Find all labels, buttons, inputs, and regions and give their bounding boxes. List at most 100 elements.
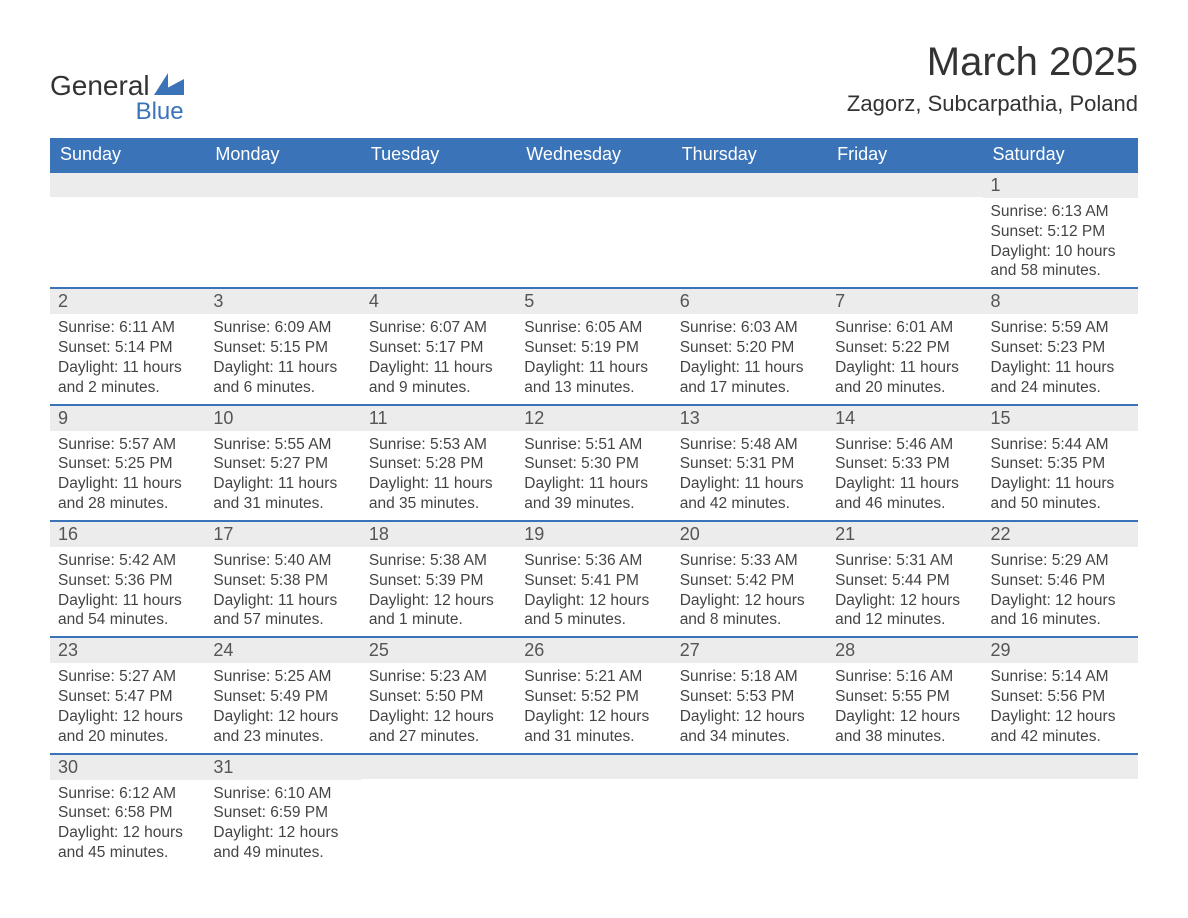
- sunrise-text: Sunrise: 6:12 AM: [58, 784, 197, 804]
- day-body: Sunrise: 5:40 AMSunset: 5:38 PMDaylight:…: [205, 547, 360, 636]
- day-number: 30: [50, 755, 205, 780]
- sunset-text: Sunset: 5:25 PM: [58, 454, 197, 474]
- sunrise-text: Sunrise: 6:11 AM: [58, 318, 197, 338]
- calendar-cell: [983, 754, 1138, 869]
- calendar-cell: 8Sunrise: 5:59 AMSunset: 5:23 PMDaylight…: [983, 288, 1138, 404]
- day-body: [516, 779, 671, 857]
- day-body: Sunrise: 5:48 AMSunset: 5:31 PMDaylight:…: [672, 431, 827, 520]
- calendar-cell: 25Sunrise: 5:23 AMSunset: 5:50 PMDayligh…: [361, 637, 516, 753]
- day-number: [361, 173, 516, 197]
- daylight-text: Daylight: 12 hours and 12 minutes.: [835, 591, 974, 631]
- day-body: [516, 197, 671, 275]
- logo-word-1: General: [50, 70, 150, 102]
- sunset-text: Sunset: 5:56 PM: [991, 687, 1130, 707]
- sunrise-text: Sunrise: 5:25 AM: [213, 667, 352, 687]
- calendar-cell: [516, 754, 671, 869]
- sunset-text: Sunset: 5:55 PM: [835, 687, 974, 707]
- calendar-cell: [672, 172, 827, 288]
- calendar-cell: 7Sunrise: 6:01 AMSunset: 5:22 PMDaylight…: [827, 288, 982, 404]
- day-body: Sunrise: 5:51 AMSunset: 5:30 PMDaylight:…: [516, 431, 671, 520]
- location: Zagorz, Subcarpathia, Poland: [847, 91, 1138, 117]
- day-number: [983, 755, 1138, 779]
- calendar-cell: 27Sunrise: 5:18 AMSunset: 5:53 PMDayligh…: [672, 637, 827, 753]
- day-number: [827, 173, 982, 197]
- calendar-cell: 29Sunrise: 5:14 AMSunset: 5:56 PMDayligh…: [983, 637, 1138, 753]
- daylight-text: Daylight: 10 hours and 58 minutes.: [991, 242, 1130, 282]
- day-number: 3: [205, 289, 360, 314]
- day-number: 21: [827, 522, 982, 547]
- calendar-cell: [361, 172, 516, 288]
- calendar-week: 9Sunrise: 5:57 AMSunset: 5:25 PMDaylight…: [50, 405, 1138, 521]
- daylight-text: Daylight: 11 hours and 46 minutes.: [835, 474, 974, 514]
- sunrise-text: Sunrise: 5:42 AM: [58, 551, 197, 571]
- sunset-text: Sunset: 5:28 PM: [369, 454, 508, 474]
- daylight-text: Daylight: 11 hours and 35 minutes.: [369, 474, 508, 514]
- calendar-cell: 14Sunrise: 5:46 AMSunset: 5:33 PMDayligh…: [827, 405, 982, 521]
- sunset-text: Sunset: 5:23 PM: [991, 338, 1130, 358]
- day-header: Thursday: [672, 138, 827, 172]
- sunrise-text: Sunrise: 5:31 AM: [835, 551, 974, 571]
- day-number: 12: [516, 406, 671, 431]
- calendar-cell: 31Sunrise: 6:10 AMSunset: 6:59 PMDayligh…: [205, 754, 360, 869]
- day-number: 25: [361, 638, 516, 663]
- day-number: 8: [983, 289, 1138, 314]
- daylight-text: Daylight: 12 hours and 20 minutes.: [58, 707, 197, 747]
- sunset-text: Sunset: 5:50 PM: [369, 687, 508, 707]
- sunrise-text: Sunrise: 5:21 AM: [524, 667, 663, 687]
- calendar-cell: 1Sunrise: 6:13 AMSunset: 5:12 PMDaylight…: [983, 172, 1138, 288]
- calendar-cell: 3 Sunrise: 6:09 AMSunset: 5:15 PMDaylight…: [205, 288, 360, 404]
- sunset-text: Sunset: 5:20 PM: [680, 338, 819, 358]
- sunset-text: Sunset: 5:19 PM: [524, 338, 663, 358]
- sunrise-text: Sunrise: 6:09 AM: [213, 318, 352, 338]
- calendar-cell: 16Sunrise: 5:42 AMSunset: 5:36 PMDayligh…: [50, 521, 205, 637]
- day-number: 5: [516, 289, 671, 314]
- day-number: 27: [672, 638, 827, 663]
- day-body: Sunrise: 5:16 AMSunset: 5:55 PMDaylight:…: [827, 663, 982, 752]
- day-body: Sunrise: 6:10 AMSunset: 6:59 PMDaylight:…: [205, 780, 360, 869]
- daylight-text: Daylight: 12 hours and 1 minute.: [369, 591, 508, 631]
- sunrise-text: Sunrise: 6:07 AM: [369, 318, 508, 338]
- sunrise-text: Sunrise: 5:23 AM: [369, 667, 508, 687]
- day-number: 11: [361, 406, 516, 431]
- daylight-text: Daylight: 12 hours and 34 minutes.: [680, 707, 819, 747]
- calendar-cell: 9Sunrise: 5:57 AMSunset: 5:25 PMDaylight…: [50, 405, 205, 521]
- sunrise-text: Sunrise: 5:18 AM: [680, 667, 819, 687]
- day-body: [827, 779, 982, 857]
- sunrise-text: Sunrise: 5:53 AM: [369, 435, 508, 455]
- sunset-text: Sunset: 5:15 PM: [213, 338, 352, 358]
- sunset-text: Sunset: 5:52 PM: [524, 687, 663, 707]
- day-body: [361, 779, 516, 857]
- calendar-cell: 4Sunrise: 6:07 AMSunset: 5:17 PMDaylight…: [361, 288, 516, 404]
- sunrise-text: Sunrise: 5:29 AM: [991, 551, 1130, 571]
- calendar-cell: 19Sunrise: 5:36 AMSunset: 5:41 PMDayligh…: [516, 521, 671, 637]
- daylight-text: Daylight: 12 hours and 5 minutes.: [524, 591, 663, 631]
- daylight-text: Daylight: 11 hours and 54 minutes.: [58, 591, 197, 631]
- day-body: Sunrise: 5:23 AMSunset: 5:50 PMDaylight:…: [361, 663, 516, 752]
- sunset-text: Sunset: 5:12 PM: [991, 222, 1130, 242]
- day-body: Sunrise: 5:18 AMSunset: 5:53 PMDaylight:…: [672, 663, 827, 752]
- daylight-text: Daylight: 11 hours and 28 minutes.: [58, 474, 197, 514]
- daylight-text: Daylight: 11 hours and 9 minutes.: [369, 358, 508, 398]
- daylight-text: Daylight: 11 hours and 57 minutes.: [213, 591, 352, 631]
- day-body: Sunrise: 6:01 AMSunset: 5:22 PMDaylight:…: [827, 314, 982, 403]
- day-number: 17: [205, 522, 360, 547]
- daylight-text: Daylight: 12 hours and 49 minutes.: [213, 823, 352, 863]
- calendar-week: 30Sunrise: 6:12 AMSunset: 6:58 PMDayligh…: [50, 754, 1138, 869]
- day-number: 23: [50, 638, 205, 663]
- day-body: [672, 197, 827, 275]
- calendar-cell: [827, 172, 982, 288]
- day-header: Wednesday: [516, 138, 671, 172]
- sunrise-text: Sunrise: 5:14 AM: [991, 667, 1130, 687]
- calendar-cell: 17Sunrise: 5:40 AMSunset: 5:38 PMDayligh…: [205, 521, 360, 637]
- day-body: [205, 197, 360, 275]
- title-block: March 2025 Zagorz, Subcarpathia, Poland: [847, 40, 1138, 117]
- day-number: [672, 173, 827, 197]
- day-header: Friday: [827, 138, 982, 172]
- daylight-text: Daylight: 11 hours and 6 minutes.: [213, 358, 352, 398]
- sunset-text: Sunset: 5:49 PM: [213, 687, 352, 707]
- calendar-cell: [50, 172, 205, 288]
- day-number: [827, 755, 982, 779]
- header: General Blue March 2025 Zagorz, Subcarpa…: [50, 40, 1138, 126]
- day-body: Sunrise: 5:36 AMSunset: 5:41 PMDaylight:…: [516, 547, 671, 636]
- calendar-week: 1Sunrise: 6:13 AMSunset: 5:12 PMDaylight…: [50, 172, 1138, 288]
